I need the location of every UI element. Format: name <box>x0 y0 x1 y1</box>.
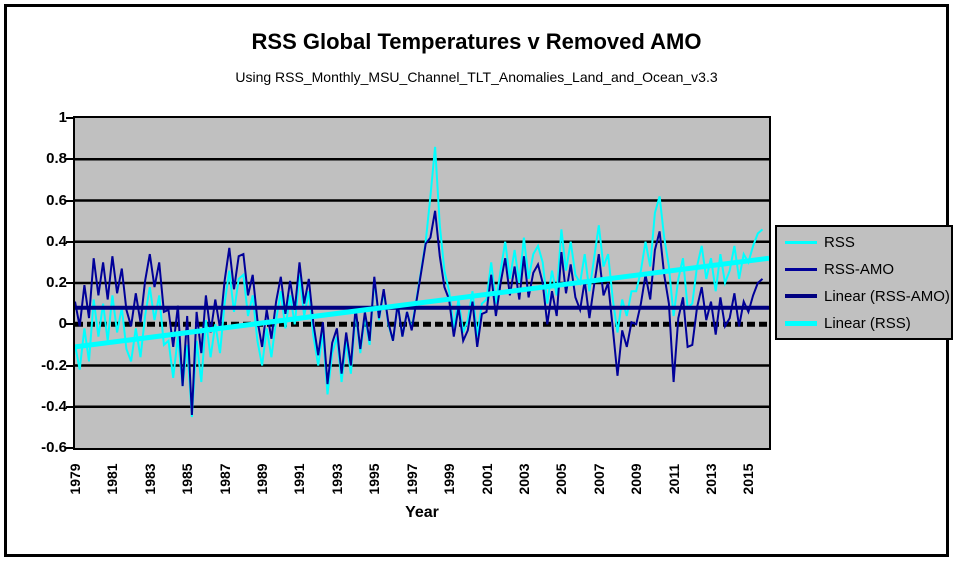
x-tick-label: 1985 <box>179 463 196 495</box>
legend-label: RSS <box>824 233 855 251</box>
y-tick-label: 1 <box>58 109 67 126</box>
y-tick-label: 0 <box>58 315 67 333</box>
y-tick-mark <box>66 199 75 202</box>
legend-line-swatch <box>785 267 817 271</box>
legend-label: RSS-AMO <box>824 260 895 278</box>
y-tick-mark <box>66 282 75 284</box>
x-tick-label: 1981 <box>104 463 121 495</box>
y-tick-mark <box>66 364 75 367</box>
legend-label: Linear (RSS-AMO) <box>824 287 950 305</box>
x-tick-label: 2009 <box>628 463 645 495</box>
legend-label: Linear (RSS) <box>824 314 911 332</box>
x-tick-label: 1991 <box>291 463 308 495</box>
y-tick-mark <box>66 240 75 243</box>
x-tick-label: 2005 <box>553 463 570 495</box>
x-tick-label: 2007 <box>590 463 607 495</box>
x-axis-title: Year <box>405 504 439 521</box>
x-tick-label: 1989 <box>254 463 271 495</box>
legend-item-linear-rss-: Linear (RSS) <box>785 310 951 337</box>
x-tick-label: 1983 <box>141 463 158 495</box>
y-tick-mark <box>66 447 75 449</box>
rss-amo-series-line <box>75 210 764 416</box>
chart-title: RSS Global Temperatures v Removed AMO <box>251 29 702 54</box>
legend-line-swatch <box>785 320 817 326</box>
x-tick-label: 2001 <box>478 463 495 495</box>
x-tick-label: 1993 <box>328 463 345 495</box>
plot-area <box>73 116 771 450</box>
y-tick-mark <box>66 158 75 161</box>
y-tick-mark <box>66 117 75 119</box>
y-tick-label: -0.4 <box>41 397 67 415</box>
chart-subtitle: Using RSS_Monthly_MSU_Channel_TLT_Anomal… <box>235 69 718 85</box>
legend-line-swatch <box>785 294 817 298</box>
x-tick-label: 1997 <box>403 463 420 495</box>
x-tick-label: 2003 <box>515 463 532 495</box>
x-tick-label: 2011 <box>665 463 682 495</box>
y-tick-label: 0.4 <box>46 232 67 250</box>
y-tick-label: -0.6 <box>41 439 67 456</box>
linear-rss--trendline <box>75 255 769 350</box>
x-tick-label: 1979 <box>67 463 83 495</box>
y-tick-mark <box>66 405 75 408</box>
y-tick-label: 0.2 <box>46 274 67 291</box>
legend-box: RSS RSS-AMO Linear (RSS-AMO) Linear (RSS) <box>775 225 953 340</box>
chart-canvas <box>75 146 769 418</box>
x-tick-label: 1987 <box>216 463 233 495</box>
legend-item-rss: RSS <box>785 229 951 256</box>
y-tick-label: -0.2 <box>41 356 67 374</box>
x-tick-label: 2015 <box>740 463 757 495</box>
figure-frame: RSS Global Temperatures v Removed AMO Us… <box>4 4 953 557</box>
legend-item-linear-rss-amo-: Linear (RSS-AMO) <box>785 283 951 310</box>
legend-line-swatch <box>785 240 817 244</box>
legend-item-rss-amo: RSS-AMO <box>785 256 951 283</box>
y-tick-mark <box>66 323 75 326</box>
y-tick-label: 0.8 <box>46 150 67 168</box>
x-tick-label: 2013 <box>703 463 719 495</box>
x-tick-label: 1995 <box>366 463 383 495</box>
x-tick-label: 1999 <box>441 463 458 495</box>
y-tick-label: 0.6 <box>46 191 67 209</box>
